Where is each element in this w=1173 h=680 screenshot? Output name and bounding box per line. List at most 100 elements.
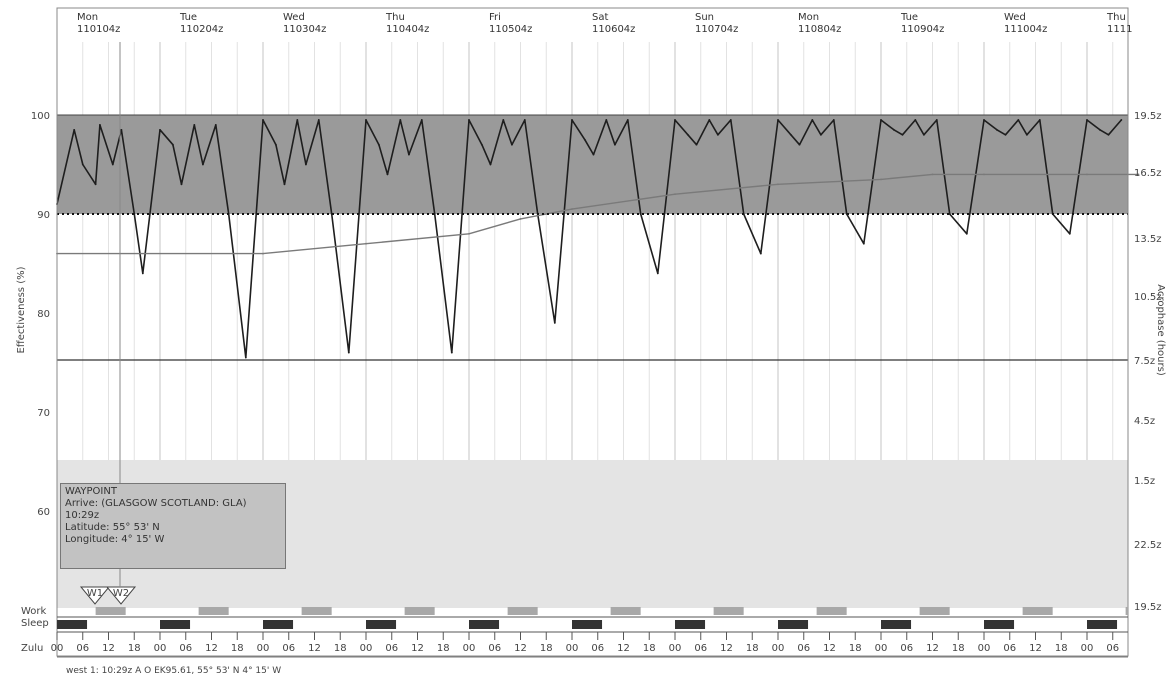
zulu-tick-label: 00 bbox=[463, 643, 476, 654]
zulu-tick-label: 00 bbox=[978, 643, 991, 654]
sleep-bar bbox=[984, 620, 1015, 629]
series-point-0 bbox=[193, 124, 196, 126]
series-point-0 bbox=[1086, 119, 1088, 121]
series-point-0 bbox=[717, 133, 719, 136]
zulu-tick-label: 06 bbox=[591, 643, 604, 654]
series-point-0 bbox=[820, 133, 822, 136]
series-point-0 bbox=[81, 163, 84, 166]
series-point-0 bbox=[214, 124, 217, 126]
zulu-tick-label: 12 bbox=[720, 643, 733, 654]
series-point-0 bbox=[880, 119, 882, 121]
work-bar bbox=[198, 607, 229, 615]
series-point-0 bbox=[94, 183, 97, 186]
series-point-0 bbox=[686, 133, 689, 136]
work-row-label: Work bbox=[21, 606, 47, 617]
series-point-0 bbox=[159, 128, 161, 131]
left-tick-label: 70 bbox=[37, 408, 50, 419]
series-point-0 bbox=[729, 119, 732, 121]
series-point-0 bbox=[695, 143, 698, 146]
series-point-0 bbox=[502, 119, 505, 121]
series-point-0 bbox=[1026, 133, 1028, 136]
day-label: Tue bbox=[179, 12, 197, 23]
work-bar bbox=[1125, 607, 1128, 615]
zulu-tick-label: 18 bbox=[334, 643, 347, 654]
series-point-0 bbox=[399, 119, 402, 121]
series-point-1 bbox=[880, 178, 882, 181]
work-bar bbox=[1022, 607, 1053, 615]
date-label: 110904z bbox=[901, 24, 944, 35]
waypoint-marker-label: W2 bbox=[113, 588, 129, 599]
zulu-tick-label: 06 bbox=[900, 643, 913, 654]
zulu-tick-label: 12 bbox=[926, 643, 939, 654]
series-point-1 bbox=[777, 183, 779, 186]
sleep-bar bbox=[572, 620, 603, 629]
series-point-0 bbox=[983, 119, 985, 121]
left-tick-label: 90 bbox=[37, 210, 50, 221]
series-point-0 bbox=[1004, 133, 1007, 136]
series-point-0 bbox=[1107, 133, 1110, 136]
work-bar bbox=[95, 607, 126, 615]
right-tick-label: 1.5z bbox=[1134, 476, 1155, 487]
series-point-0 bbox=[892, 128, 895, 131]
waypoint-longitude: Longitude: 4° 15' W bbox=[65, 534, 165, 545]
day-label: Fri bbox=[489, 12, 501, 23]
work-bar bbox=[816, 607, 847, 615]
left-axis: 100 90 80 70 60 bbox=[31, 111, 50, 518]
right-tick-label: 19.5z bbox=[1134, 111, 1162, 122]
right-tick-label: 7.5z bbox=[1134, 356, 1155, 367]
series-point-1 bbox=[674, 193, 676, 196]
series-point-0 bbox=[73, 128, 76, 131]
sleep-bar bbox=[366, 620, 397, 629]
series-point-0 bbox=[489, 163, 492, 166]
zulu-tick-label: 18 bbox=[746, 643, 759, 654]
series-point-0 bbox=[274, 143, 277, 146]
sleep-bar bbox=[675, 620, 706, 629]
series-point-0 bbox=[553, 322, 556, 324]
zulu-row-label: Zulu bbox=[21, 643, 43, 654]
series-point-0 bbox=[605, 119, 608, 121]
right-tick-label: 22.5z bbox=[1134, 540, 1162, 551]
sleep-bar bbox=[1087, 620, 1118, 629]
series-point-0 bbox=[141, 272, 144, 275]
series-point-0 bbox=[480, 143, 483, 146]
series-point-0 bbox=[777, 119, 779, 121]
series-point-1 bbox=[1137, 173, 1140, 176]
series-point-0 bbox=[639, 213, 642, 215]
zulu-tick-label: 18 bbox=[849, 643, 862, 654]
right-tick-label: 19.5z bbox=[1134, 602, 1162, 613]
work-bar bbox=[713, 607, 744, 615]
left-tick-label: 60 bbox=[37, 507, 50, 518]
series-point-0 bbox=[450, 351, 453, 354]
series-point-0 bbox=[798, 143, 801, 146]
series-point-0 bbox=[202, 163, 204, 166]
series-point-0 bbox=[420, 119, 423, 121]
series-point-0 bbox=[377, 143, 380, 146]
series-point-0 bbox=[244, 356, 247, 359]
sleep-bar bbox=[263, 620, 294, 629]
sleep-row-label: Sleep bbox=[21, 618, 49, 629]
date-label: 110604z bbox=[592, 24, 635, 35]
zulu-tick-label: 06 bbox=[1106, 643, 1119, 654]
zulu-tick-label: 18 bbox=[128, 643, 141, 654]
series-point-0 bbox=[832, 119, 835, 121]
zulu-tick-label: 06 bbox=[797, 643, 810, 654]
waypoint-tooltip: WAYPOINT Arrive: (GLASGOW SCOTLAND: GLA)… bbox=[60, 483, 286, 569]
left-tick-label: 80 bbox=[37, 309, 50, 320]
day-labels: Mon110104zTue110204zWed110304zThu110404z… bbox=[77, 12, 1132, 35]
zulu-tick-label: 12 bbox=[205, 643, 218, 654]
series-point-0 bbox=[283, 183, 286, 186]
day-label: Wed bbox=[283, 12, 305, 23]
series-point-1 bbox=[365, 242, 367, 245]
series-point-1 bbox=[571, 208, 573, 210]
series-point-0 bbox=[1017, 119, 1020, 121]
waypoint-marker bbox=[105, 586, 137, 605]
day-label: Sat bbox=[592, 12, 608, 23]
date-label: 110704z bbox=[695, 24, 738, 35]
right-tick-label: 16.5z bbox=[1134, 168, 1162, 179]
work-bar bbox=[404, 607, 435, 615]
zulu-tick-label: 12 bbox=[308, 643, 321, 654]
zulu-tick-label: 00 bbox=[154, 643, 167, 654]
series-point-0 bbox=[171, 143, 174, 146]
series-point-0 bbox=[111, 163, 114, 166]
